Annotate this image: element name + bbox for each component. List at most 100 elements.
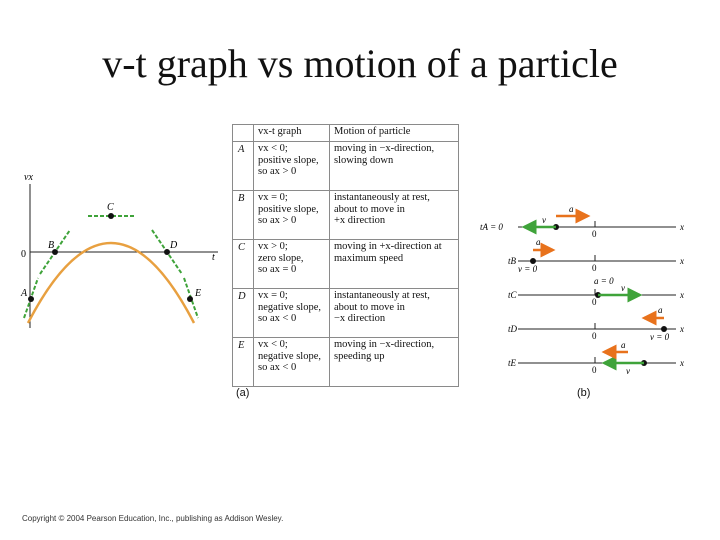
motion-line: instantaneously at rest,	[334, 192, 430, 203]
time-label: tE	[508, 358, 517, 368]
vt-line: vx = 0;	[258, 192, 288, 203]
slide-title: v-t graph vs motion of a particle	[102, 41, 618, 86]
motion-line: about to move in	[334, 203, 405, 215]
motion-row-a: tA = 0 0 x v a	[480, 204, 684, 239]
point-e	[187, 296, 193, 302]
zero-label: 0	[592, 365, 597, 375]
vt-line: vx < 0;	[258, 143, 288, 154]
zero-label: 0	[592, 331, 597, 341]
x-label: x	[679, 324, 684, 334]
motion-row-b: tB 0 x v = 0 a	[508, 237, 684, 274]
vt-line: so ax = 0	[258, 264, 297, 275]
vt-cell: vx > 0; zero slope, so ax = 0	[253, 239, 330, 289]
copyright-notice: Copyright © 2004 Pearson Education, Inc.…	[22, 514, 284, 523]
x-label: x	[679, 256, 684, 266]
point-label-e: E	[194, 288, 201, 299]
point-a	[28, 296, 34, 302]
motion-row-d: tD 0 x v = 0 a	[508, 305, 684, 342]
vt-cell: vx < 0; negative slope, so ax < 0	[253, 337, 330, 387]
motion-line: speeding up	[334, 350, 385, 362]
row-letter: A	[232, 141, 254, 191]
point-b	[52, 249, 58, 255]
origin-label: 0	[21, 249, 26, 260]
vt-curve	[26, 241, 196, 324]
velocity-label: v	[626, 366, 630, 376]
acceleration-label: a	[569, 204, 574, 214]
acceleration-label: a	[621, 340, 626, 350]
particle	[530, 258, 536, 264]
time-label: tB	[508, 256, 517, 266]
caption-b: (b)	[577, 387, 591, 399]
table-row: E vx < 0; negative slope, so ax < 0 movi…	[232, 337, 459, 387]
y-axis-label: vx	[24, 172, 33, 183]
vt-line: vx > 0;	[258, 241, 288, 252]
point-d	[164, 249, 170, 255]
table-row: C vx > 0; zero slope, so ax = 0 moving i…	[232, 239, 459, 289]
motion-cell: moving in −x-direction, slowing down	[329, 141, 459, 191]
x-label: x	[679, 358, 684, 368]
motion-line: +x direction	[334, 215, 386, 226]
vt-line: positive slope,	[258, 154, 319, 166]
vt-line: so ax > 0	[258, 166, 297, 177]
vt-line: so ax > 0	[258, 215, 297, 226]
zero-label: 0	[592, 263, 597, 273]
caption-a: (a)	[236, 387, 250, 399]
motion-row-c: tC 0 x v a = 0	[508, 276, 684, 307]
motion-diagram: tA = 0 0 x v a tB 0 x v = 0 a tC 0 x v a…	[480, 204, 684, 376]
motion-cell: instantaneously at rest, about to move i…	[329, 190, 459, 240]
particle	[661, 326, 667, 332]
point-label-a: A	[20, 288, 28, 299]
point-label-d: D	[169, 240, 178, 251]
table-row: A vx < 0; positive slope, so ax > 0 movi…	[232, 141, 459, 191]
vt-cell: vx = 0; negative slope, so ax < 0	[253, 288, 330, 338]
vt-line: vx = 0;	[258, 290, 288, 301]
x-label: x	[679, 290, 684, 300]
velocity-label: v = 0	[518, 264, 538, 274]
motion-line: moving in −x-direction,	[334, 339, 435, 350]
motion-line: moving in +x-direction at	[334, 241, 442, 252]
motion-line: about to move in	[334, 301, 405, 313]
motion-row-e: tE 0 x v a	[508, 340, 684, 376]
point-c	[108, 213, 114, 219]
vt-line: vx < 0;	[258, 339, 288, 350]
zero-label: 0	[592, 297, 597, 307]
motion-line: instantaneously at rest,	[334, 290, 430, 301]
vt-line: so ax < 0	[258, 362, 297, 373]
velocity-label: v	[621, 283, 625, 293]
velocity-label: v	[542, 215, 546, 225]
x-axis-label: t	[212, 252, 215, 263]
acceleration-label: a	[658, 305, 663, 315]
point-label-c: C	[107, 202, 114, 213]
motion-cell: moving in −x-direction, speeding up	[329, 337, 459, 387]
table-row: D vx = 0; negative slope, so ax < 0 inst…	[232, 288, 459, 338]
header-motion: Motion of particle	[329, 124, 459, 142]
x-label: x	[679, 222, 684, 232]
motion-line: −x direction	[334, 313, 386, 324]
vt-line: zero slope,	[258, 252, 304, 264]
vt-cell: vx < 0; positive slope, so ax > 0	[253, 141, 330, 191]
vt-line: so ax < 0	[258, 313, 297, 324]
time-label: tA = 0	[480, 222, 503, 232]
row-letter: C	[232, 239, 254, 289]
motion-cell: instantaneously at rest, about to move i…	[329, 288, 459, 338]
time-label: tD	[508, 324, 518, 334]
vt-line: positive slope,	[258, 203, 319, 215]
row-letter: B	[232, 190, 254, 240]
header-vt: vx-t graph	[253, 124, 330, 142]
velocity-label: v = 0	[650, 332, 670, 342]
time-label: tC	[508, 290, 518, 300]
vt-cell: vx = 0; positive slope, so ax > 0	[253, 190, 330, 240]
acceleration-label: a	[536, 237, 541, 247]
table-row: B vx = 0; positive slope, so ax > 0 inst…	[232, 190, 459, 240]
motion-table: vx-t graph Motion of particle A vx < 0; …	[232, 124, 459, 387]
vt-line: negative slope,	[258, 301, 321, 313]
row-letter: D	[232, 288, 254, 338]
row-letter: E	[232, 337, 254, 387]
motion-line: maximum speed	[334, 252, 404, 264]
motion-line: moving in −x-direction,	[334, 143, 435, 154]
vt-line: negative slope,	[258, 350, 321, 362]
zero-label: 0	[592, 229, 597, 239]
vt-graph: vx t 0 A B C D E	[20, 172, 218, 328]
motion-cell: moving in +x-direction at maximum speed	[329, 239, 459, 289]
acceleration-label: a = 0	[594, 276, 614, 286]
